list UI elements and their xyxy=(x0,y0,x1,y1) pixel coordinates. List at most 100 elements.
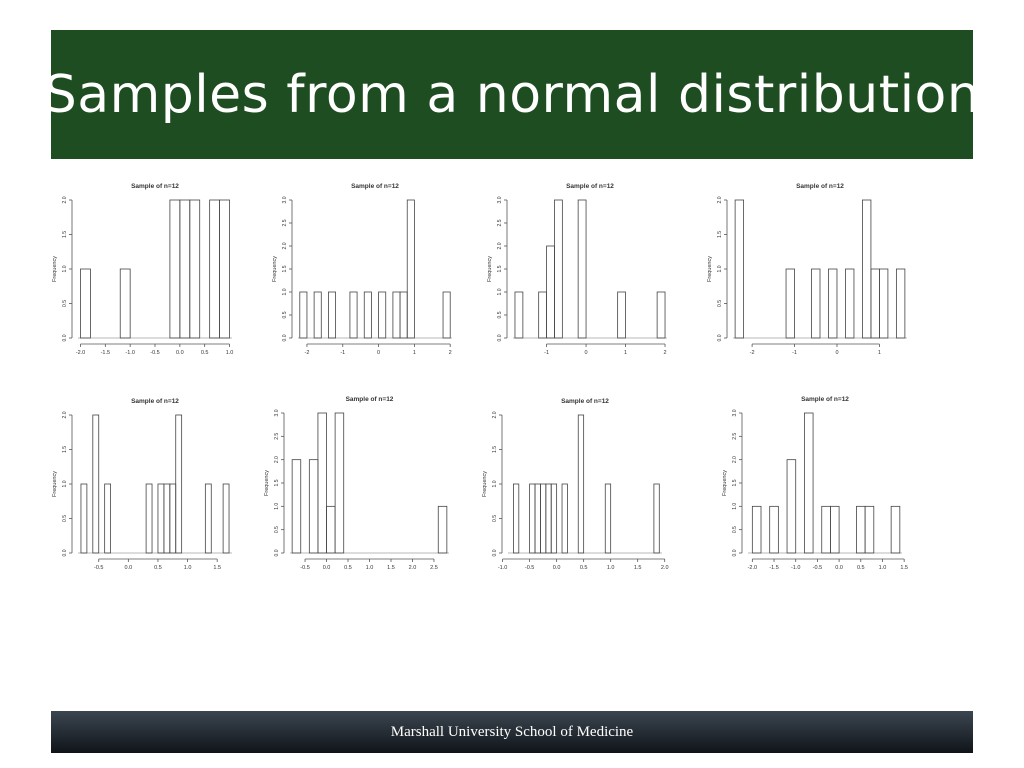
y-axis-label: Frequency xyxy=(722,470,728,496)
x-tick-label: 1.0 xyxy=(879,565,887,571)
histogram-bar xyxy=(786,459,797,554)
chart-title: Sample of n=12 xyxy=(131,398,179,405)
x-tick-label: 0.5 xyxy=(580,565,588,571)
x-tick-label: 0.5 xyxy=(344,565,352,571)
histogram-bar xyxy=(617,291,626,339)
histogram-bar xyxy=(856,505,866,554)
x-tick-label: 0.0 xyxy=(125,565,133,571)
y-tick-label: 0.0 xyxy=(732,549,738,556)
histogram-bar xyxy=(406,199,415,339)
chart-title: Sample of n=12 xyxy=(801,396,849,403)
y-tick-label: 1.5 xyxy=(497,265,503,272)
y-axis-label: Frequency xyxy=(52,471,58,497)
y-tick-label: 0.5 xyxy=(274,526,280,533)
x-tick-label: 1.0 xyxy=(366,565,374,571)
x-tick-label: 1.5 xyxy=(634,565,642,571)
x-tick-label: -1.5 xyxy=(101,350,110,356)
x-tick-label: 2.5 xyxy=(430,565,438,571)
y-axis-label: Frequency xyxy=(272,256,278,282)
y-tick-label: 0.0 xyxy=(497,334,503,341)
histogram-bar xyxy=(561,483,568,554)
y-tick-label: 1.0 xyxy=(497,288,503,295)
y-tick-label: 0.0 xyxy=(717,334,723,341)
histogram-8: Sample of n=12 Frequency 0.0 0.5 1.0 1.5 2.0 2.… xyxy=(722,396,908,571)
histogram-bar xyxy=(334,412,345,554)
x-tick-label: 0.0 xyxy=(835,565,843,571)
x-tick-label: -0.5 xyxy=(94,565,103,571)
y-axis-label: Frequency xyxy=(707,256,713,282)
x-tick-label: -2 xyxy=(750,350,755,356)
histogram-bar xyxy=(145,483,153,554)
histogram-bar xyxy=(326,505,336,554)
histogram-bar xyxy=(550,483,558,554)
histogram-7: Sample of n=12 Frequency 0.0 0.5 1.0 1.5 2.0 -1… xyxy=(482,398,669,571)
histogram-bar xyxy=(80,268,91,339)
y-tick-label: 1.5 xyxy=(732,479,738,486)
histogram-bar xyxy=(80,483,88,554)
y-tick-label: 3.0 xyxy=(282,196,288,203)
y-tick-label: 2.0 xyxy=(497,242,503,249)
x-tick-label: 0.0 xyxy=(176,350,184,356)
y-tick-label: 0.0 xyxy=(62,334,68,341)
chart-title: Sample of n=12 xyxy=(351,183,399,190)
x-tick-label: -2.0 xyxy=(748,565,757,571)
histogram-bar xyxy=(299,291,308,339)
x-tick-label: 1.0 xyxy=(607,565,615,571)
y-tick-label: 3.0 xyxy=(274,409,280,416)
y-tick-label: 1.0 xyxy=(492,480,498,487)
x-tick-label: 0.5 xyxy=(154,565,162,571)
x-tick-label: 2 xyxy=(663,350,666,356)
histogram-bar xyxy=(313,291,322,339)
histogram-bar xyxy=(828,268,838,339)
y-tick-label: 1.5 xyxy=(492,446,498,453)
x-tick-label: -0.5 xyxy=(813,565,822,571)
histogram-bar xyxy=(811,268,821,339)
histogram-bar xyxy=(577,414,585,554)
histogram-bar xyxy=(291,459,302,554)
x-tick-label: 1 xyxy=(878,350,881,356)
histogram-bar xyxy=(845,268,855,339)
y-tick-label: 3.0 xyxy=(497,196,503,203)
histogram-bar xyxy=(163,483,171,554)
y-tick-label: 1.0 xyxy=(274,503,280,510)
histogram-5: Sample of n=12 Frequency 0.0 0.5 1.0 1.5 2.0 -0… xyxy=(52,398,232,571)
x-tick-label: -1.5 xyxy=(769,565,778,571)
y-tick-label: 1.5 xyxy=(274,479,280,486)
histogram-bar xyxy=(363,291,372,339)
chart-title: Sample of n=12 xyxy=(346,396,394,403)
histogram-bar xyxy=(209,199,220,339)
x-tick-label: 1.5 xyxy=(387,565,395,571)
y-tick-label: 0.5 xyxy=(717,300,723,307)
y-tick-label: 0.5 xyxy=(62,300,68,307)
y-tick-label: 1.5 xyxy=(62,231,68,238)
footer-bar: Marshall University School of Medicine xyxy=(51,711,973,753)
x-tick-label: 1.0 xyxy=(226,350,234,356)
histogram-bar xyxy=(769,505,779,554)
histogram-1: Sample of n=12 Frequency 0.0 0.5 1.0 1.5 2.0 -2… xyxy=(52,183,234,356)
x-tick-label: 2 xyxy=(449,350,452,356)
x-tick-label: 1.5 xyxy=(213,565,221,571)
histogram-4: Sample of n=12 Frequency 0.0 0.5 1.0 1.5 2.0 -2… xyxy=(707,183,907,356)
y-axis-label: Frequency xyxy=(487,256,493,282)
x-tick-label: 0.0 xyxy=(553,565,561,571)
histogram-bar xyxy=(538,291,547,339)
y-tick-label: 0.0 xyxy=(492,549,498,556)
histogram-bar xyxy=(830,505,840,554)
x-tick-label: -1.0 xyxy=(125,350,134,356)
histogram-bar xyxy=(534,483,541,554)
histogram-bar xyxy=(392,291,401,339)
histogram-bar xyxy=(219,199,230,339)
x-tick-label: 0.0 xyxy=(323,565,331,571)
histogram-bar xyxy=(734,199,745,339)
y-tick-label: 0.5 xyxy=(282,311,288,318)
histogram-bar xyxy=(204,483,212,554)
histogram-bar xyxy=(308,459,319,554)
histogram-bar xyxy=(514,291,524,339)
histogram-bar xyxy=(442,291,451,339)
y-tick-label: 1.0 xyxy=(62,265,68,272)
y-tick-label: 1.0 xyxy=(282,288,288,295)
histogram-bar xyxy=(895,268,906,339)
slide-title: Samples from a normal distribution xyxy=(43,64,981,125)
y-tick-label: 0.5 xyxy=(732,526,738,533)
y-tick-label: 2.0 xyxy=(492,411,498,418)
